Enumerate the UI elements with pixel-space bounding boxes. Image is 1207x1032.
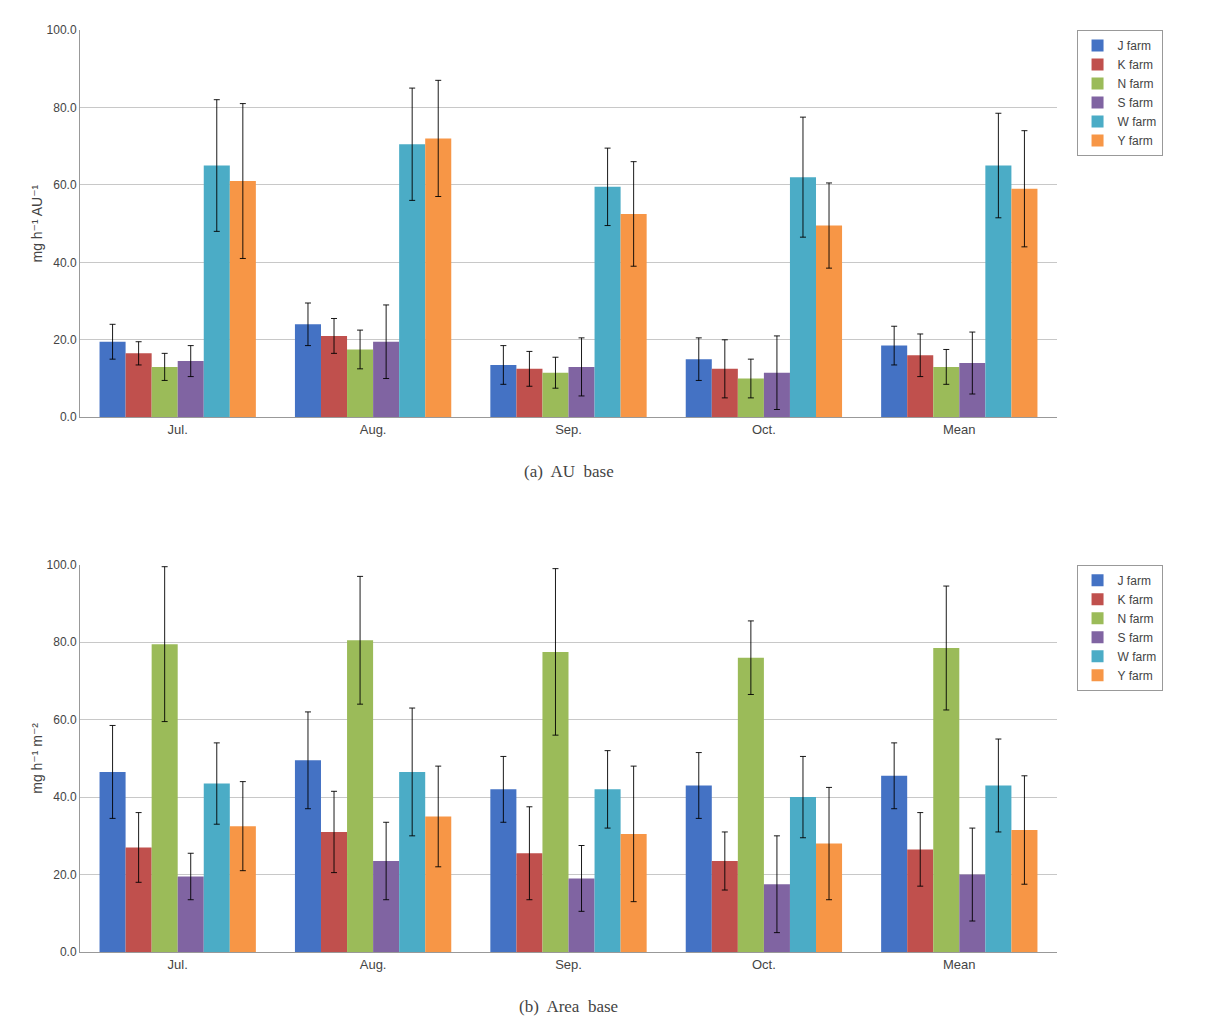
svg-text:Y farm: Y farm: [1118, 134, 1153, 148]
svg-text:K farm: K farm: [1118, 593, 1153, 607]
svg-text:80.0: 80.0: [53, 635, 77, 649]
svg-text:Oct.: Oct.: [752, 422, 776, 437]
svg-text:(a) AU base: (a) AU base: [524, 462, 614, 481]
svg-text:20.0: 20.0: [53, 868, 77, 882]
svg-text:60.0: 60.0: [53, 178, 77, 192]
svg-text:K farm: K farm: [1118, 58, 1153, 72]
svg-text:40.0: 40.0: [53, 256, 77, 270]
svg-text:Aug.: Aug.: [360, 957, 387, 972]
svg-text:S farm: S farm: [1118, 631, 1153, 645]
svg-text:0.0: 0.0: [60, 410, 77, 424]
svg-text:100.0: 100.0: [47, 23, 77, 37]
svg-text:60.0: 60.0: [53, 713, 77, 727]
svg-text:Jul.: Jul.: [168, 422, 188, 437]
svg-text:Oct.: Oct.: [752, 957, 776, 972]
svg-text:mg h⁻¹ m⁻²: mg h⁻¹ m⁻²: [29, 723, 45, 794]
svg-text:mg h⁻¹ AU⁻¹: mg h⁻¹ AU⁻¹: [29, 184, 45, 262]
svg-text:100.0: 100.0: [47, 558, 77, 572]
svg-text:S farm: S farm: [1118, 96, 1153, 110]
svg-text:Sep.: Sep.: [555, 422, 582, 437]
svg-text:80.0: 80.0: [53, 101, 77, 115]
svg-text:Y farm: Y farm: [1118, 669, 1153, 683]
svg-text:(b) Area base: (b) Area base: [519, 997, 618, 1016]
svg-text:Sep.: Sep.: [555, 957, 582, 972]
svg-text:N farm: N farm: [1118, 77, 1154, 91]
svg-text:Mean: Mean: [943, 957, 976, 972]
svg-text:W farm: W farm: [1118, 650, 1157, 664]
svg-text:Aug.: Aug.: [360, 422, 387, 437]
svg-text:40.0: 40.0: [53, 790, 77, 804]
svg-text:N farm: N farm: [1118, 612, 1154, 626]
svg-text:20.0: 20.0: [53, 333, 77, 347]
svg-text:J farm: J farm: [1118, 39, 1151, 53]
svg-text:Mean: Mean: [943, 422, 976, 437]
svg-text:Jul.: Jul.: [168, 957, 188, 972]
svg-text:J farm: J farm: [1118, 574, 1151, 588]
svg-text:0.0: 0.0: [60, 945, 77, 959]
svg-text:W farm: W farm: [1118, 115, 1157, 129]
